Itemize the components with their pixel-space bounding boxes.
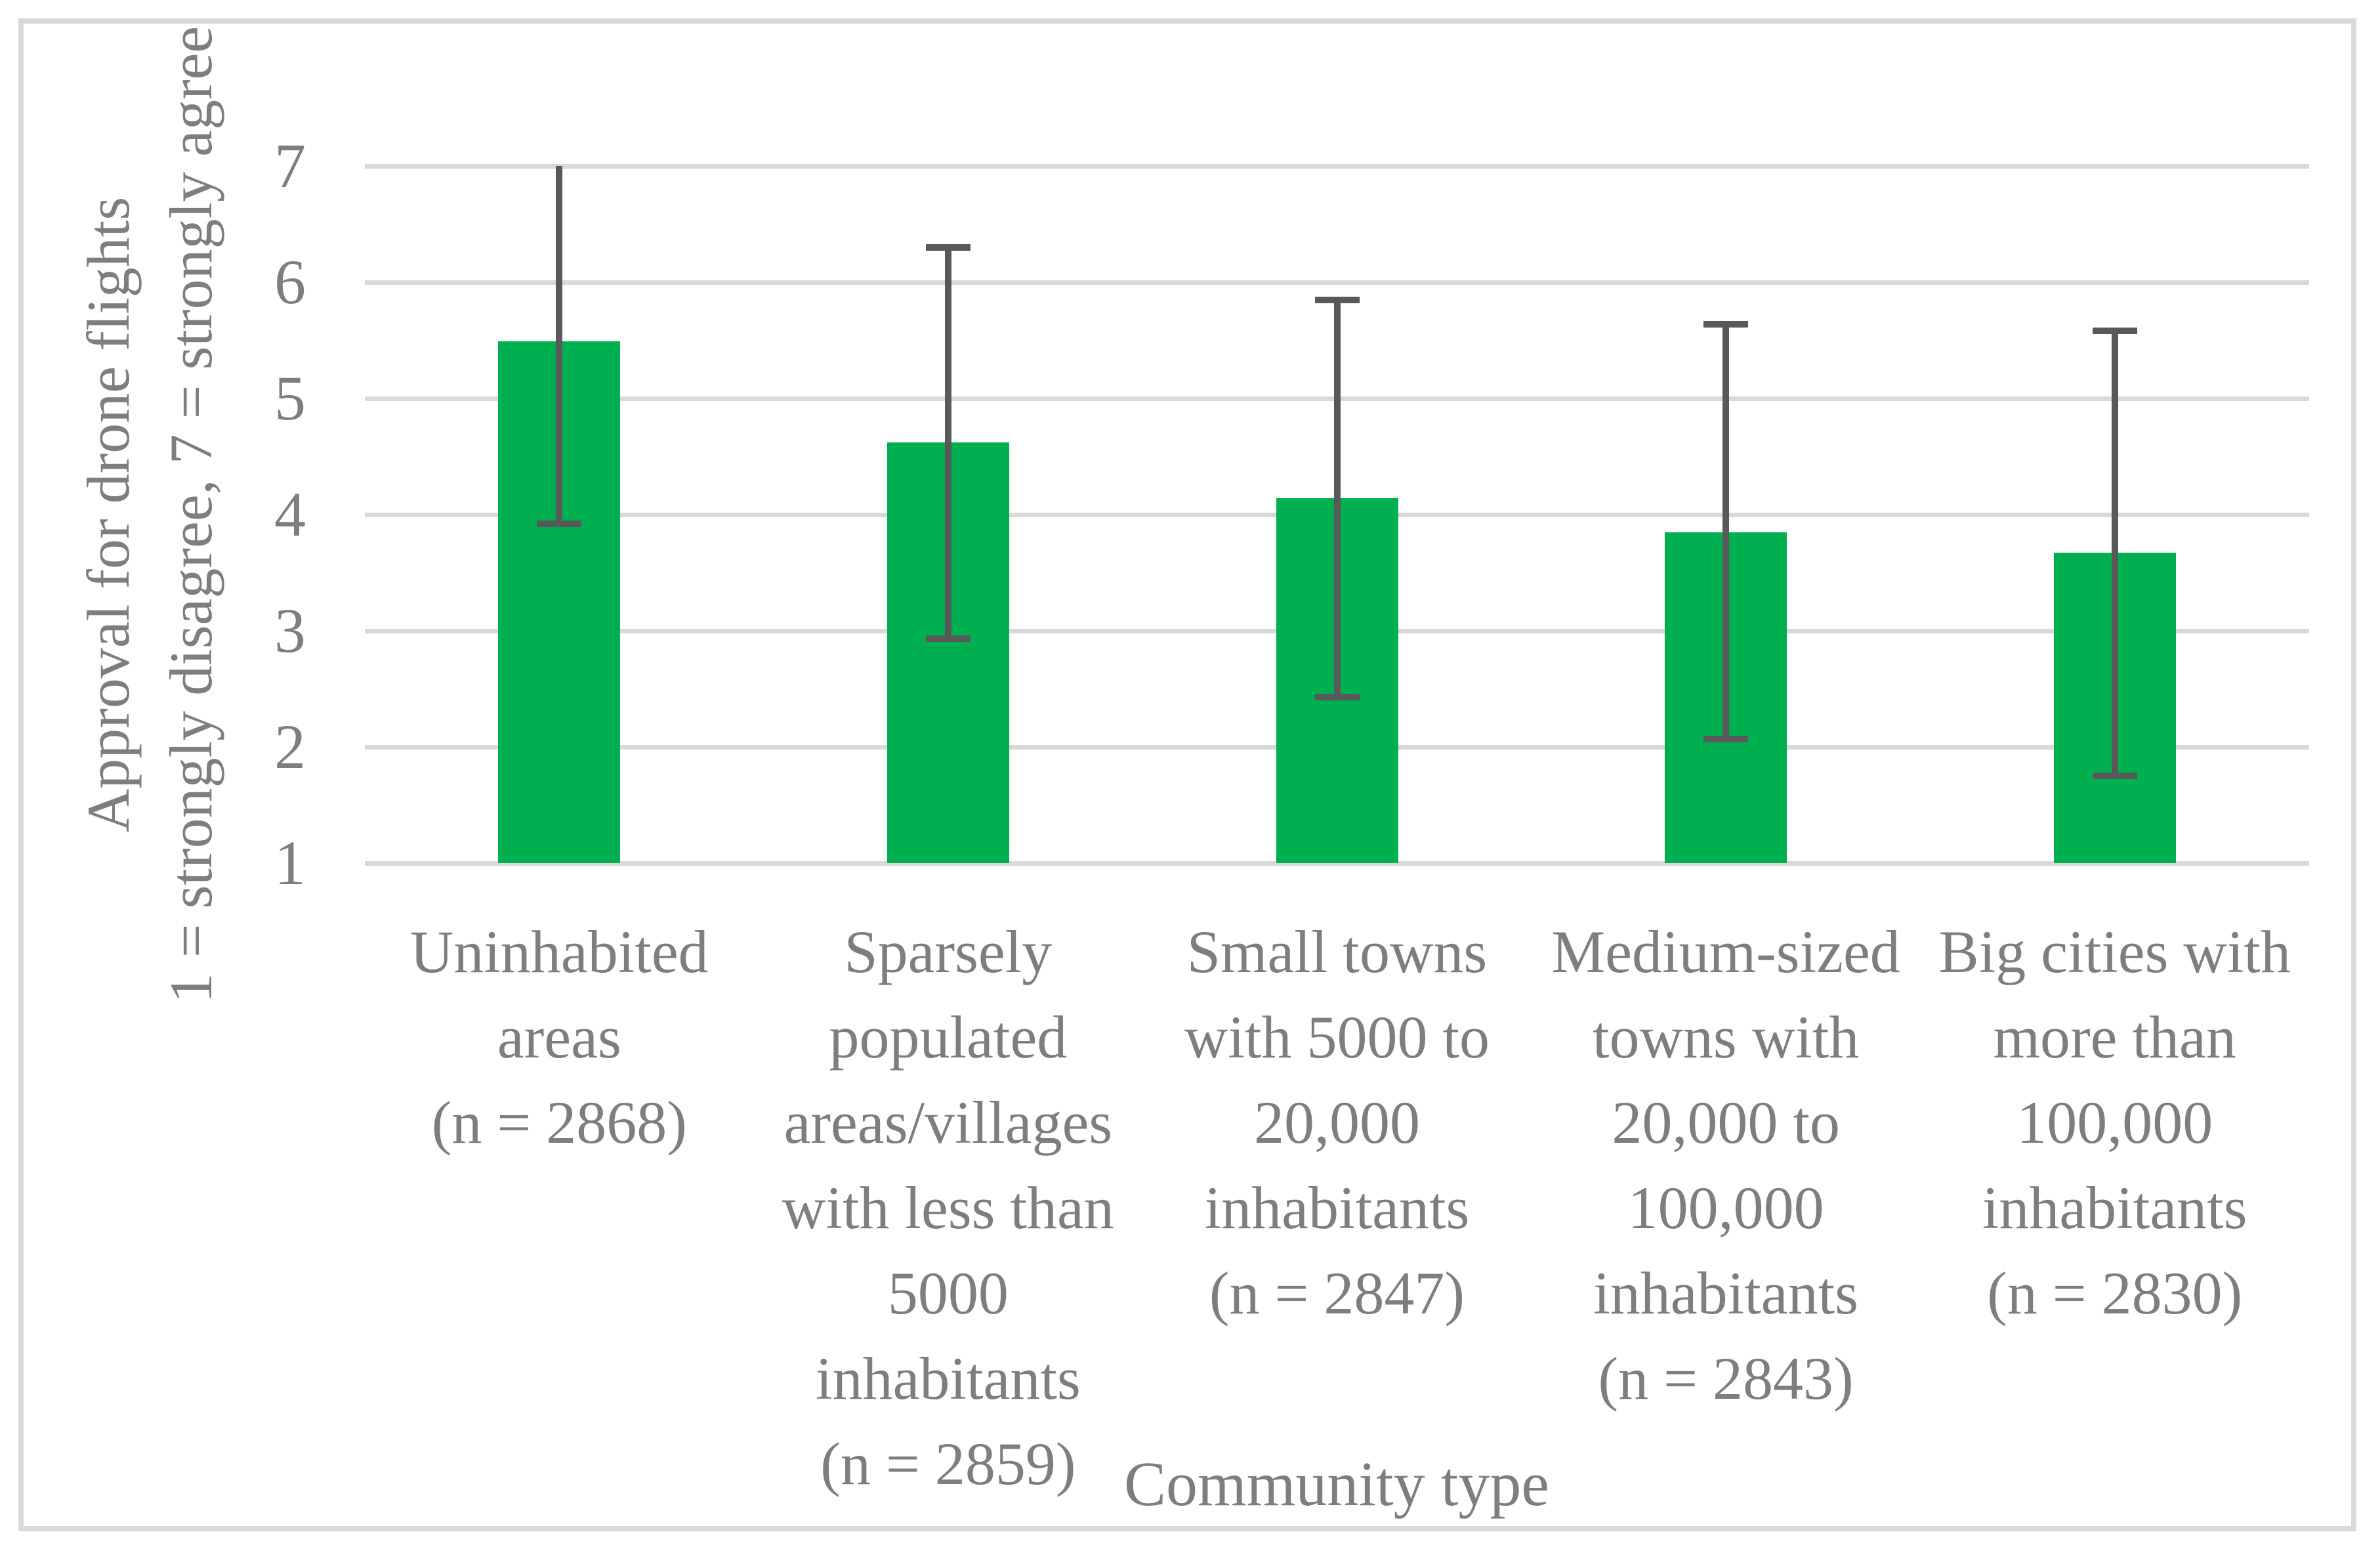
error-bar-medium-sized-towns [1722, 324, 1730, 739]
y-tick-label-3: 3 [274, 595, 306, 666]
y-tick-label-4: 4 [274, 479, 306, 549]
error-bar-sparsely-populated-areas [944, 247, 951, 639]
error-cap-bottom-uninhabited-areas [537, 521, 582, 528]
y-tick-label-2: 2 [274, 712, 306, 782]
category-label-sparsely-populated-areas: Sparsely populated areas/villages with l… [782, 918, 1114, 1497]
y-tick-label-5: 5 [274, 363, 306, 433]
error-bar-small-towns [1333, 299, 1341, 697]
y-tick-label-1: 1 [274, 828, 306, 898]
gridline-y-1 [365, 861, 2309, 866]
category-label-big-cities: Big cities with more than 100,000 inhabi… [1938, 918, 2291, 1327]
category-label-uninhabited-areas: Uninhabited areas (n = 2868) [409, 918, 709, 1156]
y-axis-title: Approval for drone flights 1 = strongly … [67, 3, 232, 1027]
error-cap-bottom-big-cities [2092, 773, 2137, 780]
y-tick-label-6: 6 [274, 247, 306, 317]
figure-border [18, 18, 2356, 1531]
error-cap-top-medium-sized-towns [1703, 320, 1749, 328]
gridline-y-7 [365, 164, 2309, 169]
error-cap-bottom-sparsely-populated-areas [925, 635, 971, 643]
category-label-small-towns: Small towns with 5000 to 20,000 inhabita… [1184, 918, 1490, 1327]
error-bar-big-cities [2111, 331, 2118, 777]
error-cap-bottom-small-towns [1314, 693, 1360, 700]
x-axis-title: Community type [1124, 1449, 1549, 1519]
error-bar-uninhabited-areas [556, 166, 563, 524]
gridline-y-6 [365, 280, 2309, 285]
y-axis-title-line-2: 1 = strongly disagree, 7 = strongly agre… [157, 26, 224, 1004]
error-cap-top-small-towns [1314, 296, 1360, 303]
error-cap-bottom-medium-sized-towns [1703, 735, 1749, 742]
y-tick-label-7: 7 [274, 131, 306, 201]
error-cap-top-big-cities [2092, 328, 2137, 335]
y-axis-title-line-1: Approval for drone flights [75, 196, 142, 833]
error-cap-top-sparsely-populated-areas [925, 244, 971, 251]
category-label-medium-sized-towns: Medium-sized towns with 20,000 to 100,00… [1551, 918, 1900, 1412]
